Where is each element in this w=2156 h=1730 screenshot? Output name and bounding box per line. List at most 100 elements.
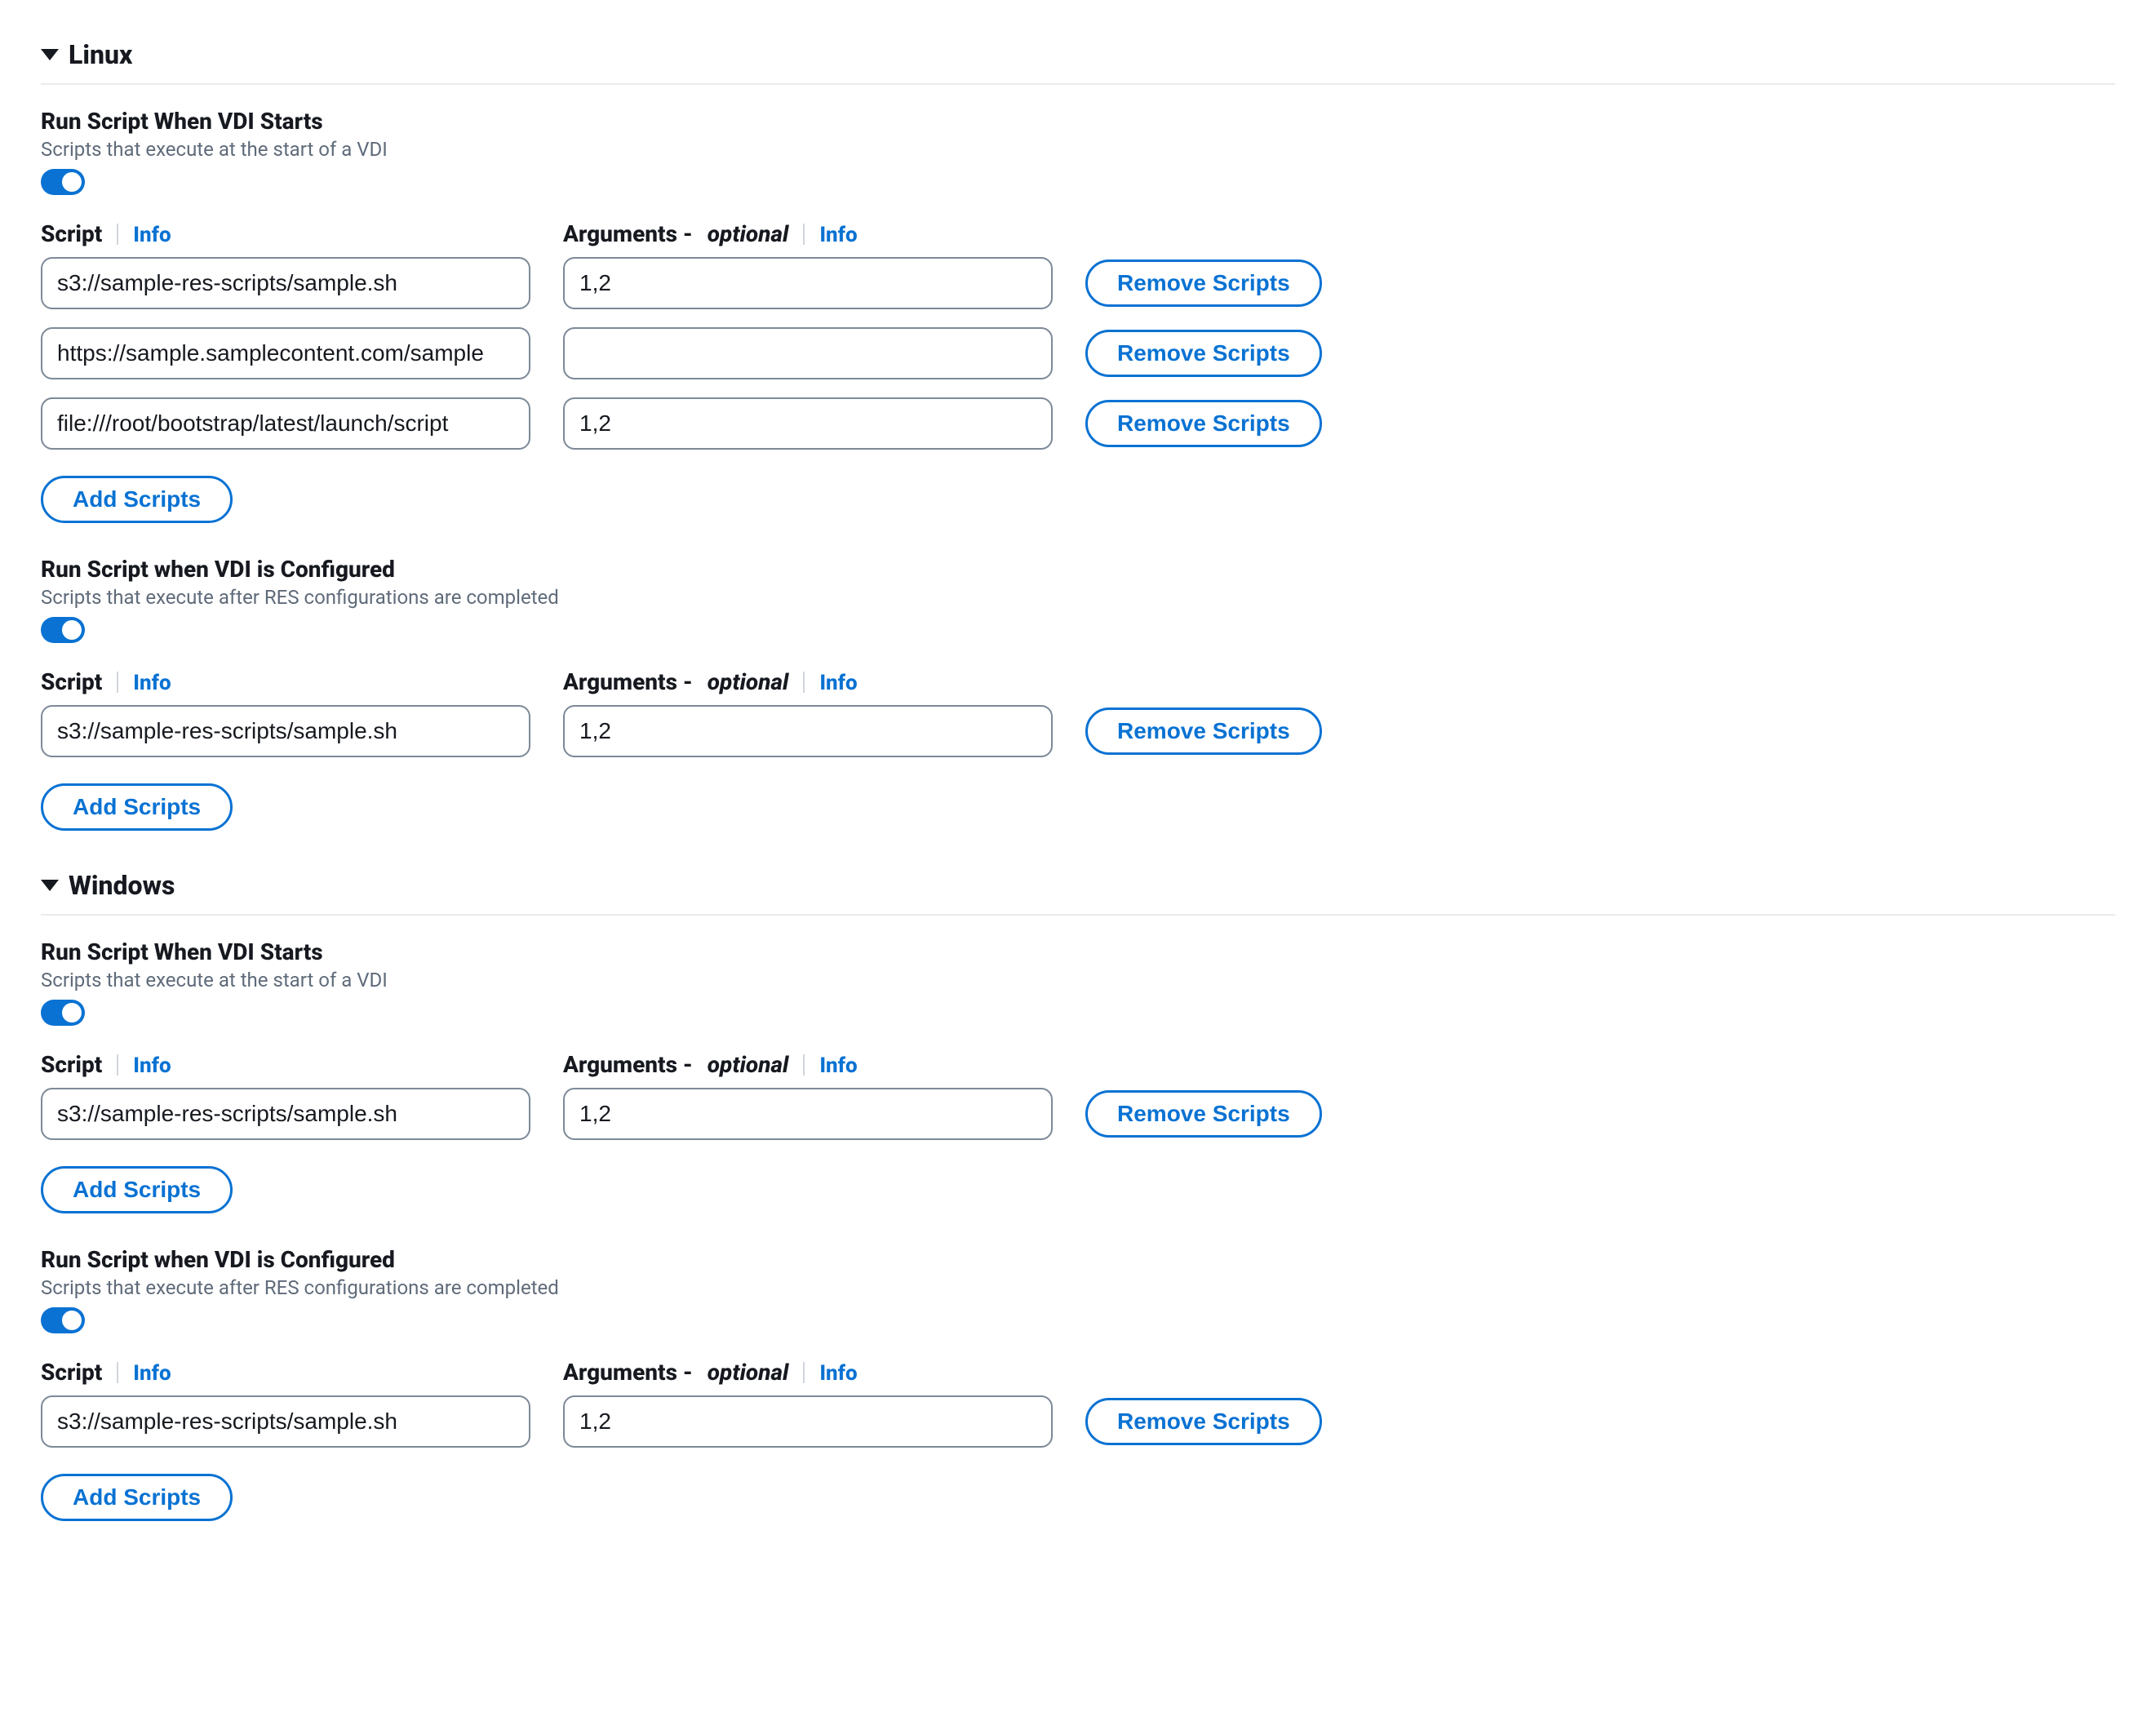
enable-toggle[interactable] bbox=[41, 617, 85, 643]
os-section: Windows Run Script When VDI Starts Scripts… bbox=[41, 863, 2115, 1521]
arguments-input[interactable] bbox=[563, 1395, 1053, 1448]
script-label-group: Script Info bbox=[41, 220, 530, 247]
arguments-info-link[interactable]: Info bbox=[819, 1054, 857, 1078]
section-title: Linux bbox=[69, 39, 132, 70]
script-row: Remove Scripts bbox=[41, 327, 2115, 379]
arguments-label-group: Arguments - optional Info bbox=[563, 668, 1053, 695]
add-scripts-button[interactable]: Add Scripts bbox=[41, 476, 233, 523]
script-input-col bbox=[41, 1395, 530, 1448]
subsection-desc: Scripts that execute at the start of a V… bbox=[41, 138, 2115, 161]
script-row: Remove Scripts bbox=[41, 1088, 2115, 1140]
arguments-input-col bbox=[563, 257, 1053, 309]
column-labels: Script Info Arguments - optional Info bbox=[41, 1359, 2115, 1386]
script-subsection: Run Script when VDI is Configured Scripts… bbox=[41, 1246, 2115, 1521]
section-header-linux[interactable]: Linux bbox=[41, 33, 2115, 85]
script-label-group: Script Info bbox=[41, 1051, 530, 1078]
subsection-desc: Scripts that execute after RES configura… bbox=[41, 586, 2115, 609]
remove-scripts-button[interactable]: Remove Scripts bbox=[1085, 400, 1322, 447]
arguments-input-col bbox=[563, 1088, 1053, 1140]
row-action-col: Remove Scripts bbox=[1085, 400, 1322, 447]
arguments-info-link[interactable]: Info bbox=[819, 1361, 857, 1386]
arguments-label-group: Arguments - optional Info bbox=[563, 1359, 1053, 1386]
optional-label: optional bbox=[708, 220, 789, 247]
add-scripts-button[interactable]: Add Scripts bbox=[41, 783, 233, 831]
subsection-desc: Scripts that execute after RES configura… bbox=[41, 1276, 2115, 1299]
add-scripts-button[interactable]: Add Scripts bbox=[41, 1166, 233, 1213]
script-label-group: Script Info bbox=[41, 668, 530, 695]
script-info-link[interactable]: Info bbox=[133, 1361, 171, 1386]
arguments-input[interactable] bbox=[563, 397, 1053, 450]
enable-toggle[interactable] bbox=[41, 1000, 85, 1026]
row-action-col: Remove Scripts bbox=[1085, 330, 1322, 377]
label-divider bbox=[803, 1054, 805, 1076]
script-row: Remove Scripts bbox=[41, 257, 2115, 309]
column-labels: Script Info Arguments - optional Info bbox=[41, 668, 2115, 695]
arguments-label-group: Arguments -optionalInfo bbox=[563, 220, 1053, 247]
script-input[interactable] bbox=[41, 257, 530, 309]
row-action-col: Remove Scripts bbox=[1085, 708, 1322, 755]
settings-container: Linux Run Script When VDI Starts Scripts t… bbox=[41, 33, 2115, 1521]
enable-toggle[interactable] bbox=[41, 1307, 85, 1333]
script-input[interactable] bbox=[41, 327, 530, 379]
remove-scripts-button[interactable]: Remove Scripts bbox=[1085, 1398, 1322, 1445]
arguments-input[interactable] bbox=[563, 1088, 1053, 1140]
arguments-label-group: Arguments -optionalInfo bbox=[563, 1051, 1053, 1078]
script-info-link[interactable]: Info bbox=[133, 223, 171, 247]
label-divider bbox=[117, 672, 118, 693]
script-label: Script bbox=[41, 668, 102, 695]
script-input[interactable] bbox=[41, 1088, 530, 1140]
enable-toggle[interactable] bbox=[41, 169, 85, 195]
label-divider bbox=[803, 1362, 805, 1383]
arguments-label: Arguments - bbox=[563, 668, 693, 695]
script-input-col bbox=[41, 1088, 530, 1140]
script-subsection: Run Script when VDI is Configured Scripts… bbox=[41, 556, 2115, 831]
label-divider bbox=[117, 1362, 118, 1383]
row-action-col: Remove Scripts bbox=[1085, 260, 1322, 307]
script-subsection: Run Script When VDI Starts Scripts that e… bbox=[41, 108, 2115, 523]
script-input[interactable] bbox=[41, 397, 530, 450]
arguments-info-link[interactable]: Info bbox=[819, 223, 857, 247]
label-divider bbox=[803, 672, 805, 693]
add-scripts-button[interactable]: Add Scripts bbox=[41, 1474, 233, 1521]
script-input-col bbox=[41, 397, 530, 450]
label-divider bbox=[117, 224, 118, 245]
arguments-label: Arguments - bbox=[563, 1051, 693, 1078]
arguments-info-link[interactable]: Info bbox=[819, 671, 857, 695]
arguments-label: Arguments - bbox=[563, 1359, 693, 1386]
script-input[interactable] bbox=[41, 1395, 530, 1448]
arguments-input-col bbox=[563, 1395, 1053, 1448]
script-info-link[interactable]: Info bbox=[133, 671, 171, 695]
script-label-group: Script Info bbox=[41, 1359, 530, 1386]
arguments-input[interactable] bbox=[563, 705, 1053, 757]
arguments-input-col bbox=[563, 397, 1053, 450]
script-label: Script bbox=[41, 1051, 102, 1078]
label-divider bbox=[117, 1054, 118, 1076]
script-label: Script bbox=[41, 1359, 102, 1386]
script-input-col bbox=[41, 327, 530, 379]
subsection-title: Run Script When VDI Starts bbox=[41, 938, 2115, 965]
script-info-link[interactable]: Info bbox=[133, 1054, 171, 1078]
section-header-windows[interactable]: Windows bbox=[41, 863, 2115, 916]
remove-scripts-button[interactable]: Remove Scripts bbox=[1085, 330, 1322, 377]
row-action-col: Remove Scripts bbox=[1085, 1398, 1322, 1445]
column-labels: ScriptInfoArguments -optionalInfo bbox=[41, 220, 2115, 247]
remove-scripts-button[interactable]: Remove Scripts bbox=[1085, 708, 1322, 755]
optional-label: optional bbox=[708, 1359, 789, 1386]
arguments-input[interactable] bbox=[563, 327, 1053, 379]
caret-down-icon bbox=[41, 49, 59, 60]
script-row: Remove Scripts bbox=[41, 705, 2115, 757]
label-divider bbox=[803, 224, 805, 245]
subsection-desc: Scripts that execute at the start of a V… bbox=[41, 969, 2115, 991]
remove-scripts-button[interactable]: Remove Scripts bbox=[1085, 260, 1322, 307]
remove-scripts-button[interactable]: Remove Scripts bbox=[1085, 1090, 1322, 1138]
subsection-title: Run Script when VDI is Configured bbox=[41, 1246, 2115, 1273]
caret-down-icon bbox=[41, 880, 59, 891]
section-title: Windows bbox=[69, 870, 175, 901]
script-label: Script bbox=[41, 220, 102, 247]
optional-label: optional bbox=[708, 668, 789, 695]
script-input[interactable] bbox=[41, 705, 530, 757]
subsection-title: Run Script when VDI is Configured bbox=[41, 556, 2115, 583]
arguments-input[interactable] bbox=[563, 257, 1053, 309]
script-row: Remove Scripts bbox=[41, 397, 2115, 450]
subsection-title: Run Script When VDI Starts bbox=[41, 108, 2115, 135]
